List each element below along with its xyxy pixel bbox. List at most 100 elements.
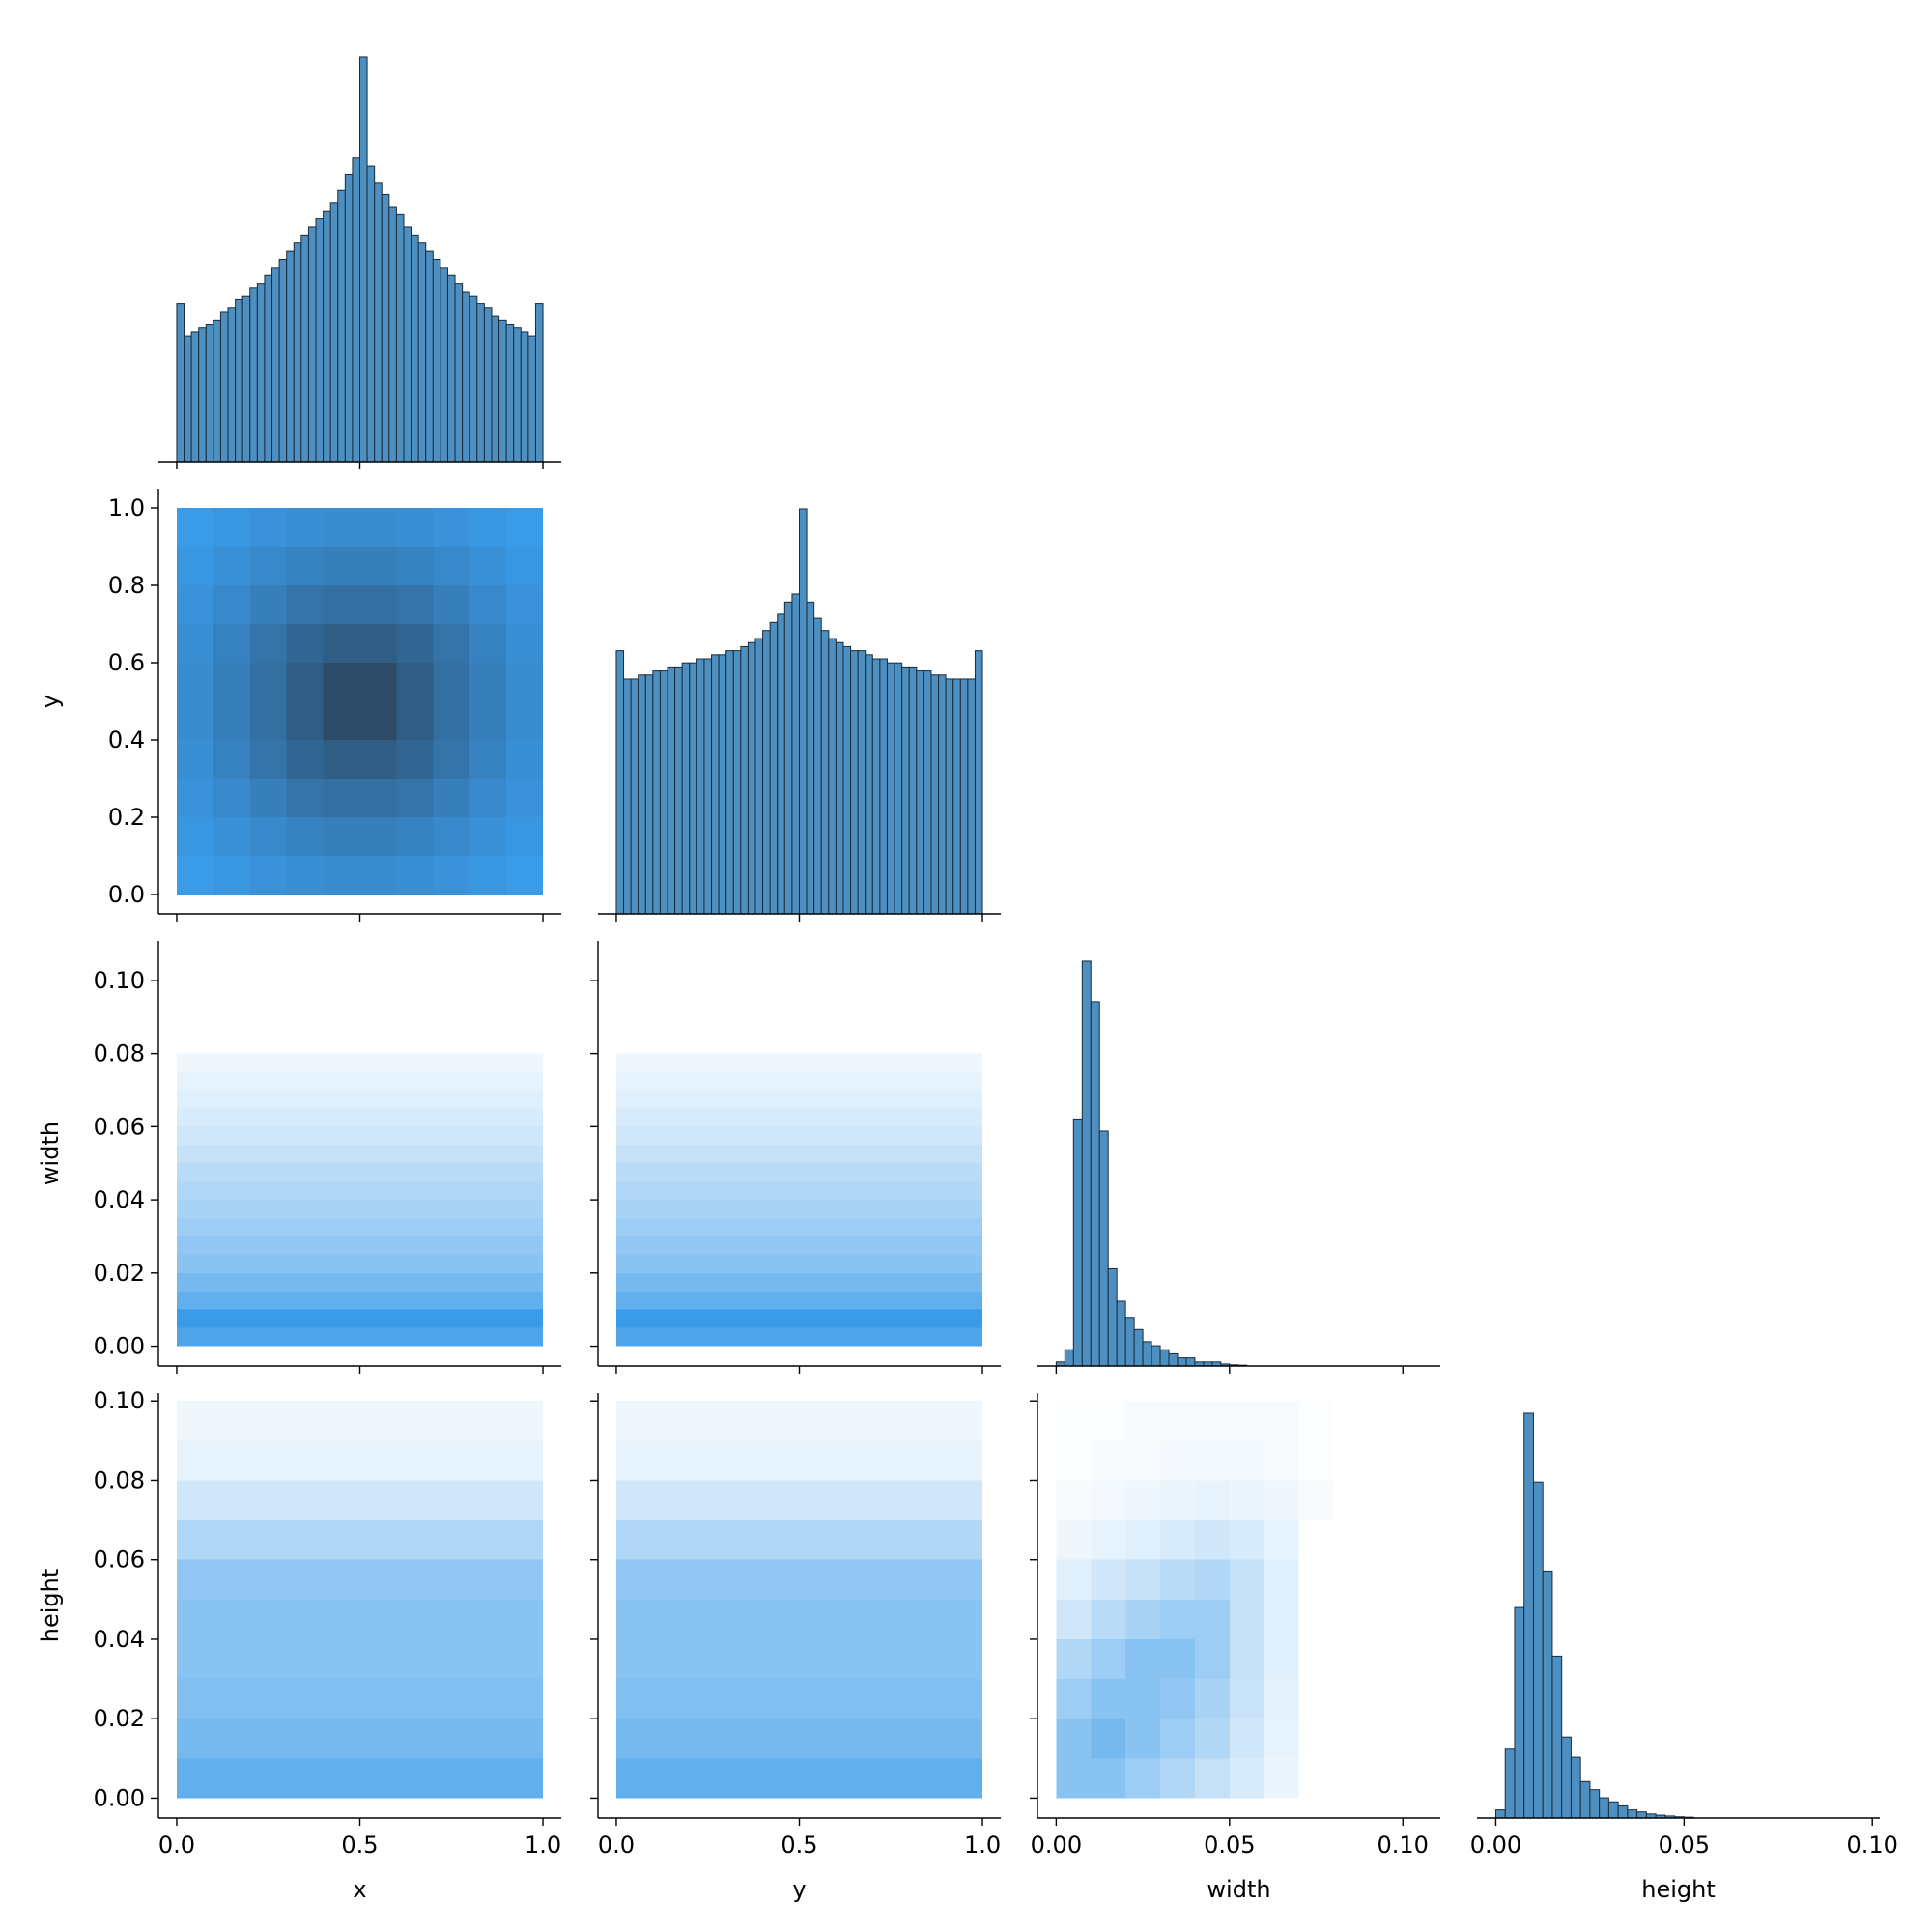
hist2d-cell xyxy=(799,1071,892,1091)
hist2d-cell xyxy=(268,1108,360,1127)
histogram-bar xyxy=(799,508,808,915)
histogram-bar xyxy=(1523,1412,1534,1819)
hist2d-cell xyxy=(891,1126,983,1146)
hist2d-cell xyxy=(799,1520,892,1560)
hist2d-cell xyxy=(249,740,287,779)
hist2d-cell xyxy=(891,1108,983,1127)
histogram-bar xyxy=(725,650,734,915)
hist2d-cell xyxy=(176,1638,269,1680)
histogram-bar xyxy=(293,242,302,463)
hist2d-cell xyxy=(707,1254,800,1273)
hist2d-cell xyxy=(1194,1599,1230,1639)
hist2d-cell xyxy=(1229,1401,1264,1441)
hist2d-cell xyxy=(359,1200,452,1219)
histogram-bar xyxy=(271,267,280,463)
hist2d-cell xyxy=(615,1719,708,1759)
hist2d-cell xyxy=(176,663,213,701)
histogram-bar xyxy=(476,303,485,463)
hist2d-cell xyxy=(506,740,544,779)
y-tick-label: 0.04 xyxy=(94,1626,145,1653)
histogram-bar xyxy=(432,258,441,463)
hist2d-cell xyxy=(615,1254,708,1273)
histogram-bar xyxy=(256,283,266,463)
histogram-bar xyxy=(344,173,354,463)
hist2d-cell xyxy=(1125,1599,1161,1639)
histogram-bar xyxy=(923,670,932,915)
hist2d-cell xyxy=(433,624,470,663)
hist2d-cell xyxy=(249,547,287,585)
y-axis-label: height xyxy=(37,1569,64,1643)
hist2d-cell xyxy=(1298,1559,1334,1600)
hist2d-cell xyxy=(1264,1599,1299,1639)
hist2d-cell xyxy=(615,1679,708,1719)
hist2d-cell xyxy=(615,1638,708,1680)
hist2d-cell xyxy=(799,1218,892,1236)
hist2d-cell xyxy=(268,1559,360,1600)
histogram-bar xyxy=(886,662,895,915)
hist2d-cell xyxy=(891,1254,983,1273)
hist2d-cell xyxy=(268,1090,360,1109)
hist2d-cell xyxy=(1298,1520,1334,1560)
hist2d-cell xyxy=(1091,1638,1126,1680)
hist2d-cell xyxy=(286,740,324,779)
hist2d-cell xyxy=(451,1163,544,1182)
histogram-bar xyxy=(1494,1809,1506,1819)
hist2d-cell xyxy=(506,547,544,585)
hist2d-cell xyxy=(615,1599,708,1639)
hist2d-cell xyxy=(799,1090,892,1109)
hist2d-cell xyxy=(286,663,324,701)
y-tick-label: 0.02 xyxy=(94,1705,145,1732)
hist2d-cell xyxy=(799,1254,892,1273)
hist2d-cell xyxy=(268,1309,360,1328)
hist2d-cell xyxy=(615,1108,708,1127)
histogram-bar xyxy=(425,250,434,463)
hist2d-cell xyxy=(433,740,470,779)
hist2d-cell xyxy=(1056,1719,1092,1759)
hist2d-cell xyxy=(1125,1719,1161,1759)
histogram-bar xyxy=(1090,1001,1100,1367)
hist2d-cell xyxy=(1056,1638,1092,1680)
hist2d-cell xyxy=(176,1559,269,1600)
y-tick-label: 0.00 xyxy=(94,1784,145,1811)
histogram-bar xyxy=(1579,1780,1591,1819)
histogram-bar xyxy=(1185,1357,1196,1367)
hist2d-cell xyxy=(451,1599,544,1639)
hist2d-cell xyxy=(799,1719,892,1759)
hist2d-cell xyxy=(707,1272,800,1292)
hist2d-cell xyxy=(359,701,397,740)
hist2d-cell xyxy=(268,1053,360,1072)
hist2d-cell xyxy=(213,547,250,585)
histogram-bar xyxy=(1133,1328,1144,1367)
hist2d-cell xyxy=(451,1218,544,1236)
hist2d-cell xyxy=(451,1401,544,1441)
histogram-bar xyxy=(1542,1570,1553,1819)
hist2d-cell xyxy=(359,1218,452,1236)
histogram-bar xyxy=(366,165,376,463)
x-tick-label: 0.0 xyxy=(598,1832,635,1859)
histogram-bar xyxy=(1607,1801,1619,1819)
hist2d-cell xyxy=(1056,1758,1092,1799)
hist2d-cell xyxy=(891,1272,983,1292)
hist2d-cell xyxy=(707,1327,800,1347)
hist2d-cell xyxy=(615,1163,708,1182)
hist2d-cell xyxy=(1091,1520,1126,1560)
histogram-bar xyxy=(190,331,200,463)
hist2d-cell xyxy=(268,1401,360,1441)
hist2d-cell xyxy=(506,817,544,856)
hist2d-cell xyxy=(891,1559,983,1600)
hist2d-cell xyxy=(268,1145,360,1164)
hist2d-cell xyxy=(451,1679,544,1719)
histogram-bar xyxy=(813,617,822,915)
hist2d-cell xyxy=(451,1520,544,1560)
histogram-bar xyxy=(615,650,625,915)
histogram-bar xyxy=(644,674,654,915)
x-axis-label: height xyxy=(1641,1876,1716,1903)
hist2d-cell xyxy=(176,1719,269,1759)
histogram-bar xyxy=(1504,1748,1516,1819)
hist2d-cell xyxy=(268,1126,360,1146)
hist2d-cell xyxy=(268,1236,360,1255)
hist2d-cell xyxy=(359,1679,452,1719)
hist2d-cell xyxy=(891,1053,983,1072)
hist2d-cell xyxy=(176,817,213,856)
histogram-bar xyxy=(703,658,713,915)
